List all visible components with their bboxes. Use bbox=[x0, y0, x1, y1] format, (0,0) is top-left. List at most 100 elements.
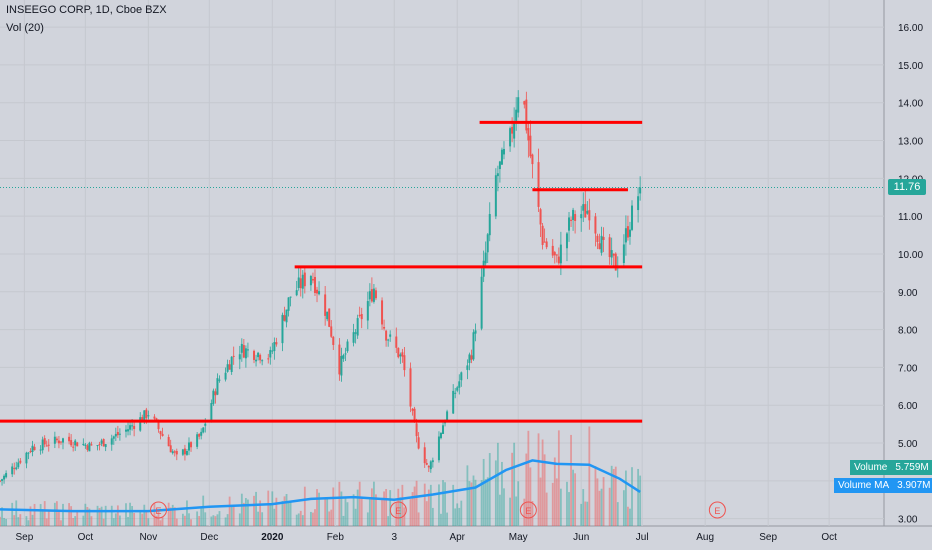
candle-body bbox=[210, 403, 213, 422]
candle-body bbox=[332, 336, 335, 345]
candle-body bbox=[346, 341, 349, 352]
volume-bar bbox=[39, 504, 42, 526]
x-tick-label: Oct bbox=[821, 532, 837, 543]
candle-body bbox=[354, 332, 357, 334]
volume-bar bbox=[431, 507, 434, 526]
volume-study-legend[interactable]: Vol (20) bbox=[6, 22, 44, 34]
candle-body bbox=[104, 444, 107, 448]
candle-body bbox=[482, 260, 485, 277]
candle-body bbox=[114, 433, 117, 437]
candle-body bbox=[543, 241, 546, 243]
volume-bar bbox=[486, 477, 489, 526]
candle-body bbox=[98, 444, 101, 446]
volume-bar bbox=[275, 497, 278, 526]
volume-bar bbox=[608, 487, 611, 526]
volume-bar bbox=[442, 480, 444, 526]
candle-body bbox=[389, 334, 392, 337]
candle-body bbox=[299, 278, 302, 289]
volume-bar bbox=[224, 517, 227, 526]
volume-bar bbox=[627, 506, 629, 526]
earnings-marker bbox=[150, 501, 168, 519]
candle-body bbox=[444, 421, 447, 424]
volume-bar bbox=[200, 506, 203, 526]
x-tick-label: Jun bbox=[573, 532, 589, 543]
candle-body bbox=[452, 390, 455, 414]
volume-bar bbox=[501, 461, 503, 526]
volume-bar bbox=[472, 475, 475, 526]
candle-body bbox=[141, 417, 144, 422]
volume-bar bbox=[27, 520, 30, 526]
volume-bar bbox=[196, 511, 199, 526]
volume-bar bbox=[285, 493, 288, 526]
volume-bar bbox=[314, 509, 316, 526]
candle-body bbox=[275, 342, 278, 345]
volume-bar bbox=[596, 478, 599, 526]
volume-bar bbox=[82, 515, 85, 526]
volume-bar bbox=[342, 515, 345, 526]
volume-bar bbox=[281, 500, 284, 526]
volume-bar bbox=[312, 512, 314, 526]
volume-bar bbox=[84, 503, 87, 526]
y-tick-label: 15.00 bbox=[898, 61, 923, 72]
candle-body bbox=[175, 450, 178, 455]
x-tick-label: Oct bbox=[78, 532, 94, 543]
candle-body bbox=[5, 473, 8, 478]
x-tick-label: Dec bbox=[200, 532, 218, 543]
candle-body bbox=[41, 439, 44, 451]
candle-body bbox=[557, 256, 560, 264]
candle-body bbox=[257, 352, 260, 358]
volume-bar bbox=[586, 501, 589, 526]
volume-bar bbox=[332, 487, 335, 526]
volume-bar bbox=[255, 491, 257, 526]
volume-bar bbox=[551, 482, 554, 526]
candle-body bbox=[460, 372, 463, 381]
volume-bar bbox=[257, 511, 259, 526]
volume-bar bbox=[68, 503, 70, 526]
candle-body bbox=[139, 417, 142, 431]
candle-body bbox=[253, 350, 256, 360]
candle-body bbox=[626, 226, 629, 238]
volume-bar bbox=[11, 502, 14, 526]
volume-bar bbox=[295, 514, 298, 526]
candle-body bbox=[147, 415, 150, 417]
candle-body bbox=[244, 348, 247, 359]
volume-bar bbox=[289, 501, 292, 526]
volume-bar bbox=[625, 470, 627, 526]
candle-body bbox=[72, 446, 75, 448]
candle-body bbox=[484, 252, 487, 264]
candle-body bbox=[295, 290, 298, 296]
symbol-legend[interactable]: INSEEGO CORP, 1D, Cboe BZX bbox=[6, 4, 167, 16]
volume-bar bbox=[230, 505, 233, 526]
candle-body bbox=[313, 276, 316, 293]
volume-bar bbox=[155, 515, 158, 526]
volume-bar bbox=[202, 495, 205, 526]
candle-body bbox=[622, 244, 625, 264]
volume-bar bbox=[553, 457, 556, 526]
candle-body bbox=[360, 314, 363, 320]
volume-bar bbox=[366, 512, 369, 526]
candle-body bbox=[387, 339, 390, 341]
x-tick-label: 2020 bbox=[261, 532, 284, 543]
volume-bar bbox=[184, 515, 186, 526]
candle-body bbox=[285, 309, 288, 323]
volume-bar bbox=[247, 499, 249, 526]
volume-bar bbox=[204, 512, 207, 526]
volume-bar bbox=[466, 465, 469, 526]
volume-bar bbox=[543, 454, 546, 526]
candle-body bbox=[381, 300, 384, 325]
candle-body bbox=[468, 354, 471, 363]
volume-bar bbox=[417, 512, 420, 526]
earnings-marker bbox=[708, 501, 726, 519]
candle-body bbox=[224, 372, 227, 380]
candle-body bbox=[61, 438, 64, 443]
volume-bar bbox=[338, 481, 341, 526]
y-tick-label: 16.00 bbox=[898, 23, 923, 34]
volume-bar bbox=[159, 520, 162, 526]
volume-bar bbox=[324, 498, 327, 526]
volume-bar bbox=[143, 504, 146, 526]
volume-bar bbox=[72, 518, 75, 526]
candle-body bbox=[588, 210, 591, 221]
candle-body bbox=[513, 121, 516, 139]
candle-body bbox=[246, 349, 249, 351]
